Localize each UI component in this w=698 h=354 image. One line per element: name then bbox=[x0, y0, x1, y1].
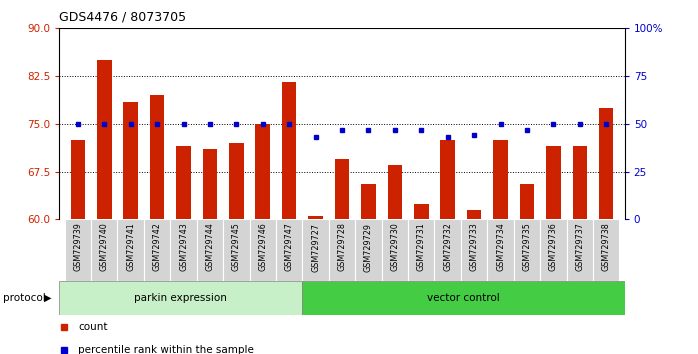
Bar bbox=[540, 219, 567, 281]
Bar bbox=[91, 219, 117, 281]
Text: GSM729747: GSM729747 bbox=[285, 223, 294, 272]
Bar bbox=[461, 219, 487, 281]
Bar bbox=[440, 140, 455, 219]
Bar bbox=[282, 82, 297, 219]
Bar bbox=[309, 216, 323, 219]
Bar bbox=[250, 219, 276, 281]
Bar bbox=[329, 219, 355, 281]
Bar bbox=[124, 102, 138, 219]
Text: GDS4476 / 8073705: GDS4476 / 8073705 bbox=[59, 11, 186, 24]
Bar bbox=[382, 219, 408, 281]
Text: percentile rank within the sample: percentile rank within the sample bbox=[78, 344, 254, 354]
Bar bbox=[355, 219, 382, 281]
Text: GSM729743: GSM729743 bbox=[179, 223, 188, 271]
Text: vector control: vector control bbox=[426, 293, 500, 303]
Bar bbox=[520, 184, 534, 219]
Text: GSM729746: GSM729746 bbox=[258, 223, 267, 271]
Text: GSM729730: GSM729730 bbox=[390, 223, 399, 271]
Bar bbox=[335, 159, 349, 219]
Bar bbox=[487, 219, 514, 281]
Text: GSM729738: GSM729738 bbox=[602, 223, 611, 271]
Text: GSM729745: GSM729745 bbox=[232, 223, 241, 272]
Text: GSM729732: GSM729732 bbox=[443, 223, 452, 272]
Bar bbox=[408, 219, 434, 281]
Text: GSM729744: GSM729744 bbox=[205, 223, 214, 271]
Text: GSM729733: GSM729733 bbox=[470, 223, 479, 271]
Text: protocol: protocol bbox=[3, 293, 46, 303]
Bar bbox=[150, 95, 164, 219]
Bar bbox=[65, 219, 91, 281]
Text: GSM729735: GSM729735 bbox=[523, 223, 531, 272]
Bar bbox=[387, 165, 402, 219]
Bar bbox=[223, 219, 250, 281]
Text: count: count bbox=[78, 321, 107, 332]
Bar bbox=[70, 140, 85, 219]
Text: parkin expression: parkin expression bbox=[134, 293, 227, 303]
Bar bbox=[493, 140, 508, 219]
Text: GSM729741: GSM729741 bbox=[126, 223, 135, 271]
Text: GSM729731: GSM729731 bbox=[417, 223, 426, 271]
Bar bbox=[546, 146, 560, 219]
Bar bbox=[567, 219, 593, 281]
Bar bbox=[467, 210, 482, 219]
Bar bbox=[514, 219, 540, 281]
Bar bbox=[255, 124, 270, 219]
Bar bbox=[229, 143, 244, 219]
Text: GSM729737: GSM729737 bbox=[575, 223, 584, 272]
Bar bbox=[302, 219, 329, 281]
Text: ▶: ▶ bbox=[44, 293, 52, 303]
Text: GSM729729: GSM729729 bbox=[364, 223, 373, 272]
Bar bbox=[170, 219, 197, 281]
Bar bbox=[414, 204, 429, 219]
Bar bbox=[197, 219, 223, 281]
Bar bbox=[144, 219, 170, 281]
Bar bbox=[361, 184, 376, 219]
Bar bbox=[59, 281, 302, 315]
Bar bbox=[117, 219, 144, 281]
Bar bbox=[599, 108, 614, 219]
Bar bbox=[572, 146, 587, 219]
Bar bbox=[434, 219, 461, 281]
Text: GSM729740: GSM729740 bbox=[100, 223, 109, 271]
Text: GSM729739: GSM729739 bbox=[73, 223, 82, 272]
Bar bbox=[593, 219, 619, 281]
Text: GSM729728: GSM729728 bbox=[338, 223, 346, 272]
Text: GSM729734: GSM729734 bbox=[496, 223, 505, 271]
Bar bbox=[276, 219, 302, 281]
Bar bbox=[97, 60, 112, 219]
Bar bbox=[176, 146, 191, 219]
Text: GSM729742: GSM729742 bbox=[153, 223, 161, 272]
Text: GSM729736: GSM729736 bbox=[549, 223, 558, 271]
Bar bbox=[302, 281, 625, 315]
Bar bbox=[202, 149, 217, 219]
Text: GSM729727: GSM729727 bbox=[311, 223, 320, 272]
